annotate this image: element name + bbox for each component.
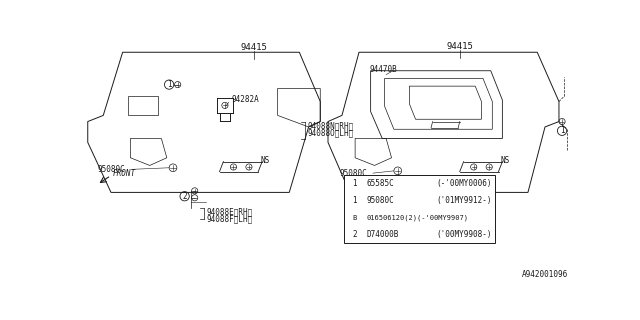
Text: 2: 2	[352, 230, 356, 239]
Text: 94415: 94415	[446, 42, 473, 51]
Text: 94088E〈RH〉: 94088E〈RH〉	[443, 207, 489, 216]
Text: FRONT: FRONT	[113, 169, 136, 178]
Text: B: B	[352, 215, 356, 221]
Text: ('00MY9908-): ('00MY9908-)	[437, 230, 492, 239]
Text: 94088F〈LH〉: 94088F〈LH〉	[206, 215, 253, 224]
Text: 95080C: 95080C	[367, 196, 394, 205]
Text: 94470B: 94470B	[370, 65, 397, 74]
Text: 94088N〈RH〉: 94088N〈RH〉	[307, 121, 353, 130]
Bar	[344, 175, 495, 243]
Text: 1: 1	[167, 80, 172, 89]
Text: 94088O〈LH〉: 94088O〈LH〉	[307, 129, 353, 138]
Text: (-'00MY0006): (-'00MY0006)	[437, 180, 492, 188]
Text: 1: 1	[352, 180, 356, 188]
Text: 1: 1	[352, 196, 356, 205]
Text: 94415: 94415	[241, 43, 268, 52]
Text: 95080C: 95080C	[97, 165, 125, 174]
Text: ('01MY9912-): ('01MY9912-)	[437, 196, 492, 205]
Text: A942001096: A942001096	[522, 270, 568, 279]
Text: D74000B: D74000B	[367, 230, 399, 239]
Text: 016506120(2)(-'00MY9907): 016506120(2)(-'00MY9907)	[367, 214, 468, 221]
Text: NS: NS	[260, 156, 270, 164]
Text: NS: NS	[501, 156, 510, 164]
Text: 94088F〈LH〉: 94088F〈LH〉	[443, 215, 489, 224]
Text: 65585C: 65585C	[367, 180, 394, 188]
Text: 95080C: 95080C	[340, 169, 367, 178]
Text: 94088E〈RH〉: 94088E〈RH〉	[206, 207, 253, 216]
Text: 1: 1	[560, 126, 564, 135]
Text: 2: 2	[182, 192, 187, 201]
Text: 2: 2	[419, 192, 423, 201]
Text: 94282A: 94282A	[231, 95, 259, 105]
